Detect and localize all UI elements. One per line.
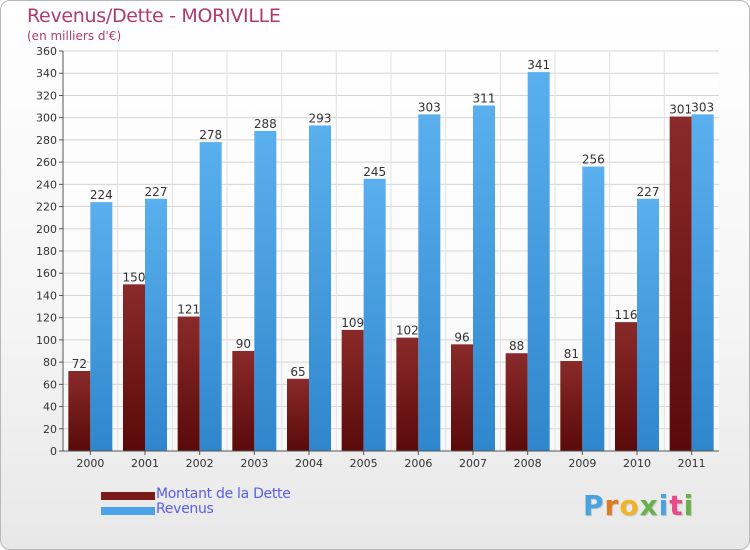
- x-tick-label: 2011: [678, 457, 706, 470]
- y-tick-label: 160: [36, 267, 57, 280]
- data-label-revenue: 245: [363, 165, 386, 179]
- x-tick-label: 2010: [623, 457, 651, 470]
- data-label-debt: 109: [341, 316, 364, 330]
- y-tick-label: 60: [43, 378, 57, 391]
- y-tick-label: 20: [43, 423, 57, 436]
- x-tick-label: 2000: [76, 457, 104, 470]
- data-label-revenue: 341: [527, 58, 550, 72]
- chart-title: Revenus/Dette - MORIVILLE: [27, 5, 281, 27]
- data-label-debt: 88: [509, 339, 524, 353]
- data-label-debt: 90: [236, 337, 251, 351]
- x-tick-label: 2002: [186, 457, 214, 470]
- bar-revenue: [145, 198, 167, 451]
- y-tick-label: 180: [36, 245, 57, 258]
- legend-label-debt: Montant de la Dette: [156, 486, 291, 502]
- logo-letter: x: [639, 489, 659, 522]
- bar-debt: [123, 284, 145, 451]
- bar-revenue: [309, 125, 331, 451]
- data-label-revenue: 224: [90, 188, 113, 202]
- legend-swatch-debt: [101, 492, 155, 500]
- bar-revenue: [473, 105, 495, 451]
- y-tick-label: 120: [36, 312, 57, 325]
- data-label-revenue: 293: [309, 111, 332, 125]
- data-label-revenue: 311: [473, 91, 496, 105]
- x-tick-label: 2001: [131, 457, 159, 470]
- legend-swatch-revenue: [101, 507, 155, 515]
- logo-letter: P: [583, 489, 605, 522]
- y-tick-label: 300: [36, 112, 57, 125]
- x-tick-label: 2006: [404, 457, 432, 470]
- bar-debt: [615, 322, 637, 451]
- x-tick-label: 2007: [459, 457, 487, 470]
- data-label-revenue: 303: [418, 100, 441, 114]
- data-label-debt: 150: [123, 270, 146, 284]
- bar-debt: [68, 371, 91, 451]
- x-tick-label: 2004: [295, 457, 323, 470]
- data-label-revenue: 227: [637, 185, 660, 199]
- data-label-debt: 121: [177, 303, 200, 317]
- data-label-debt: 301: [669, 103, 692, 117]
- x-tick-label: 2009: [568, 457, 596, 470]
- y-tick-label: 340: [36, 67, 57, 80]
- chart-subtitle: (en milliers d'€): [27, 29, 122, 43]
- y-tick-label: 360: [36, 45, 57, 58]
- logo-letter: r: [604, 489, 620, 522]
- data-label-revenue: 256: [582, 153, 605, 167]
- logo-letter: o: [619, 489, 640, 522]
- bar-debt: [505, 353, 528, 451]
- bar-revenue: [637, 198, 659, 451]
- x-tick-label: 2005: [350, 457, 378, 470]
- bar-debt: [669, 116, 692, 452]
- bar-revenue: [418, 114, 441, 451]
- x-tick-label: 2003: [240, 457, 268, 470]
- data-label-debt: 116: [615, 308, 638, 322]
- data-label-revenue: 288: [254, 117, 277, 131]
- y-tick-label: 220: [36, 201, 57, 214]
- bar-revenue: [90, 202, 113, 451]
- y-tick-label: 260: [36, 156, 57, 169]
- y-tick-label: 320: [36, 89, 57, 102]
- y-tick-label: 80: [43, 356, 57, 369]
- y-tick-label: 280: [36, 134, 57, 147]
- data-label-revenue: 227: [145, 185, 168, 199]
- bar-revenue: [363, 178, 386, 451]
- logo-letter: i: [683, 489, 695, 522]
- proxiti-logo: Proxiti: [583, 489, 694, 522]
- bar-debt: [451, 344, 473, 451]
- data-label-debt: 96: [454, 330, 469, 344]
- logo-letter: i: [658, 489, 670, 522]
- y-tick-label: 140: [36, 289, 57, 302]
- bar-debt: [560, 361, 583, 451]
- y-tick-label: 240: [36, 178, 57, 191]
- data-label-revenue: 303: [691, 100, 714, 114]
- bar-revenue: [582, 166, 605, 452]
- bar-debt: [177, 316, 200, 451]
- data-label-revenue: 278: [199, 128, 222, 142]
- bar-debt: [232, 351, 255, 451]
- y-tick-label: 40: [43, 401, 57, 414]
- bar-debt: [287, 378, 309, 451]
- data-label-debt: 72: [72, 357, 87, 371]
- data-label-debt: 102: [396, 324, 419, 338]
- data-label-debt: 81: [564, 347, 579, 361]
- y-tick-label: 0: [50, 445, 57, 458]
- bar-revenue: [691, 114, 714, 451]
- bar-revenue: [527, 72, 550, 451]
- data-label-debt: 65: [290, 365, 305, 379]
- y-tick-label: 200: [36, 223, 57, 236]
- x-tick-label: 2008: [514, 457, 542, 470]
- logo-letter: t: [669, 489, 684, 522]
- bar-revenue: [254, 131, 277, 451]
- y-tick-label: 100: [36, 334, 57, 347]
- bar-debt: [396, 337, 419, 451]
- bar-debt: [341, 329, 364, 451]
- bar-revenue: [199, 142, 222, 451]
- legend-label-revenue: Revenus: [156, 501, 214, 517]
